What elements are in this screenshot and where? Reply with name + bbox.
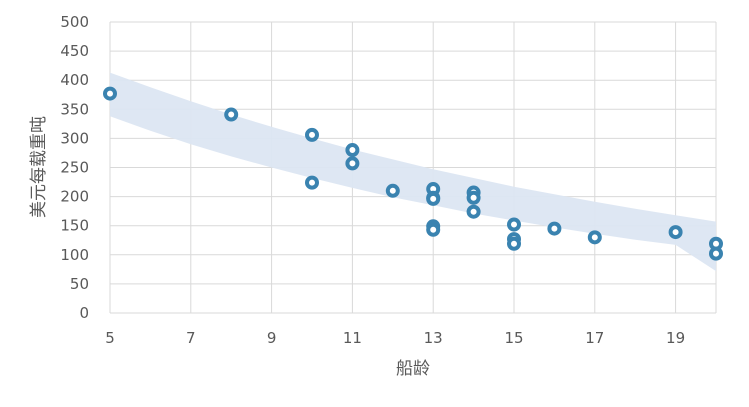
- y-tick-label: 0: [79, 304, 89, 322]
- data-point: [547, 221, 562, 236]
- x-tick-label: 19: [666, 329, 685, 347]
- data-point: [709, 246, 723, 261]
- x-tick-label: 13: [424, 329, 443, 347]
- data-point: [305, 127, 319, 142]
- data-point: [426, 222, 441, 237]
- confidence-band-layer: [110, 72, 716, 272]
- y-tick-label: 400: [60, 71, 89, 89]
- x-tick-labels: 5 7 9 11 13 15 17 19: [105, 329, 685, 347]
- data-point: [466, 204, 481, 219]
- x-tick-label: 11: [343, 329, 362, 347]
- data-point: [507, 217, 521, 232]
- data-point: [466, 190, 481, 205]
- data-points: [103, 86, 723, 261]
- confidence-band: [110, 72, 716, 272]
- data-point: [224, 107, 239, 122]
- data-point: [507, 236, 521, 251]
- y-tick-label: 250: [60, 159, 89, 177]
- data-point: [385, 183, 400, 198]
- y-tick-labels: 0 50 100 150 200 250 300 350 400 450 500: [60, 13, 89, 322]
- y-tick-label: 350: [60, 100, 89, 118]
- x-tick-label: 5: [105, 329, 115, 347]
- y-axis-title: 美元每载重吨: [29, 116, 49, 218]
- y-tick-label: 200: [60, 188, 89, 206]
- data-point: [345, 156, 360, 171]
- y-tick-label: 150: [60, 217, 89, 235]
- data-point: [668, 225, 683, 240]
- y-tick-label: 100: [60, 246, 89, 264]
- x-axis-title: 船龄: [396, 359, 430, 379]
- data-point: [587, 230, 602, 245]
- x-tick-label: 15: [504, 329, 523, 347]
- data-point: [103, 86, 117, 101]
- y-tick-label: 50: [70, 275, 89, 293]
- y-tick-label: 300: [60, 129, 89, 147]
- y-tick-label: 500: [60, 13, 89, 31]
- x-tick-label: 9: [267, 329, 277, 347]
- y-tick-label: 450: [60, 42, 89, 60]
- x-tick-label: 17: [585, 329, 604, 347]
- x-tick-label: 7: [186, 329, 196, 347]
- data-point: [305, 175, 319, 190]
- data-point: [426, 191, 441, 206]
- data-point: [345, 143, 360, 158]
